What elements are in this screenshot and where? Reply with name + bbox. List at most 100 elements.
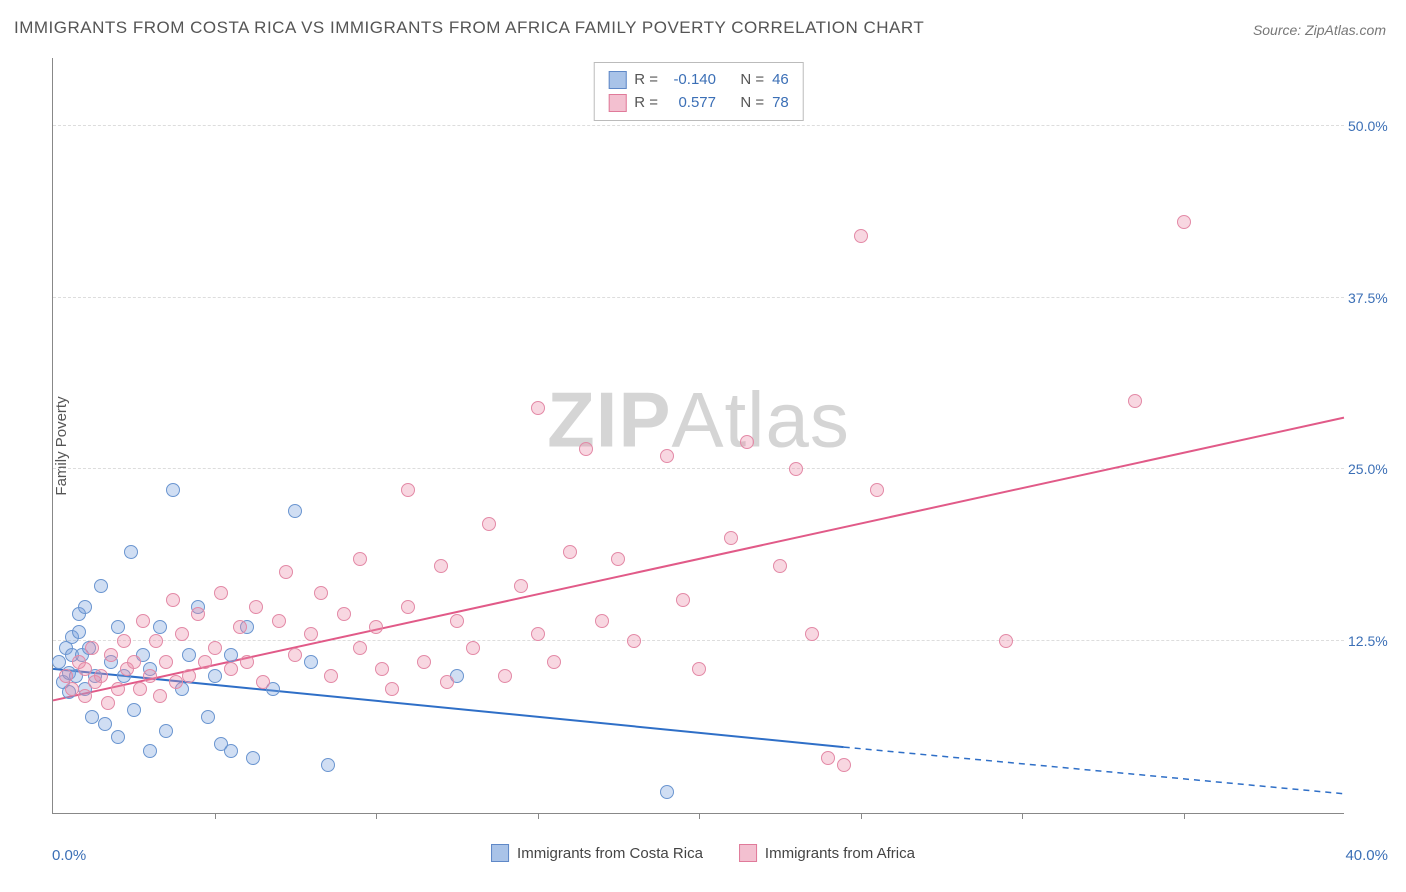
chart-title: IMMIGRANTS FROM COSTA RICA VS IMMIGRANTS… [14, 18, 924, 38]
x-tick [1022, 813, 1023, 819]
y-tick-label: 12.5% [1348, 633, 1398, 649]
data-point [111, 682, 125, 696]
data-point [304, 655, 318, 669]
x-tick [376, 813, 377, 819]
data-point [182, 648, 196, 662]
data-point [1128, 394, 1142, 408]
data-point [98, 717, 112, 731]
data-point [854, 229, 868, 243]
data-point [337, 607, 351, 621]
data-point [595, 614, 609, 628]
data-point [240, 655, 254, 669]
x-max-label: 40.0% [1345, 847, 1388, 864]
data-point [94, 669, 108, 683]
data-point [85, 710, 99, 724]
data-point [72, 625, 86, 639]
data-point [169, 675, 183, 689]
data-point [94, 579, 108, 593]
data-point [198, 655, 212, 669]
data-point [740, 435, 754, 449]
data-point [288, 504, 302, 518]
data-point [660, 449, 674, 463]
data-point [224, 744, 238, 758]
data-point [482, 517, 496, 531]
data-point [166, 593, 180, 607]
data-point [1177, 215, 1191, 229]
data-point [78, 689, 92, 703]
data-point [999, 634, 1013, 648]
data-point [324, 669, 338, 683]
data-point [224, 648, 238, 662]
legend-stats-row: R =0.577 N = 78 [608, 92, 789, 115]
data-point [531, 401, 545, 415]
data-point [401, 483, 415, 497]
legend-swatch [608, 71, 626, 89]
data-point [166, 483, 180, 497]
legend-swatch [491, 844, 509, 862]
data-point [531, 627, 545, 641]
data-point [353, 641, 367, 655]
x-tick [215, 813, 216, 819]
data-point [563, 545, 577, 559]
data-point [101, 696, 115, 710]
data-point [385, 682, 399, 696]
data-point [256, 675, 270, 689]
data-point [208, 669, 222, 683]
data-point [288, 648, 302, 662]
data-point [182, 669, 196, 683]
legend-stats: R =-0.140 N = 46R =0.577 N = 78 [593, 62, 804, 121]
data-point [314, 586, 328, 600]
x-tick [861, 813, 862, 819]
stat-n-value: 46 [772, 69, 789, 92]
data-point [821, 751, 835, 765]
data-point [773, 559, 787, 573]
source-attribution: Source: ZipAtlas.com [1253, 22, 1386, 38]
data-point [133, 682, 147, 696]
data-point [440, 675, 454, 689]
data-point [117, 634, 131, 648]
data-point [111, 620, 125, 634]
data-point [369, 620, 383, 634]
data-point [321, 758, 335, 772]
data-point [78, 662, 92, 676]
legend-series-item: Immigrants from Africa [739, 844, 915, 862]
data-point [547, 655, 561, 669]
legend-swatch [608, 94, 626, 112]
y-tick-label: 50.0% [1348, 118, 1398, 134]
data-point [153, 620, 167, 634]
data-point [401, 600, 415, 614]
data-point [124, 545, 138, 559]
plot-area: ZIPAtlas R =-0.140 N = 46R =0.577 N = 78… [52, 58, 1344, 814]
data-point [279, 565, 293, 579]
data-point [466, 641, 480, 655]
data-point [611, 552, 625, 566]
data-point [104, 648, 118, 662]
legend-series-label: Immigrants from Africa [765, 845, 915, 862]
trend-lines [53, 58, 1344, 813]
data-point [870, 483, 884, 497]
stat-n-value: 78 [772, 92, 789, 115]
data-point [434, 559, 448, 573]
data-point [514, 579, 528, 593]
data-point [143, 744, 157, 758]
data-point [724, 531, 738, 545]
data-point [111, 730, 125, 744]
data-point [837, 758, 851, 772]
data-point [375, 662, 389, 676]
data-point [805, 627, 819, 641]
data-point [153, 689, 167, 703]
data-point [159, 655, 173, 669]
data-point [579, 442, 593, 456]
data-point [65, 682, 79, 696]
data-point [498, 669, 512, 683]
y-tick-label: 37.5% [1348, 290, 1398, 306]
data-point [127, 655, 141, 669]
data-point [353, 552, 367, 566]
legend-series: Immigrants from Costa Rica Immigrants fro… [491, 844, 915, 862]
data-point [149, 634, 163, 648]
data-point [136, 614, 150, 628]
data-point [789, 462, 803, 476]
data-point [450, 614, 464, 628]
legend-series-item: Immigrants from Costa Rica [491, 844, 703, 862]
data-point [214, 586, 228, 600]
